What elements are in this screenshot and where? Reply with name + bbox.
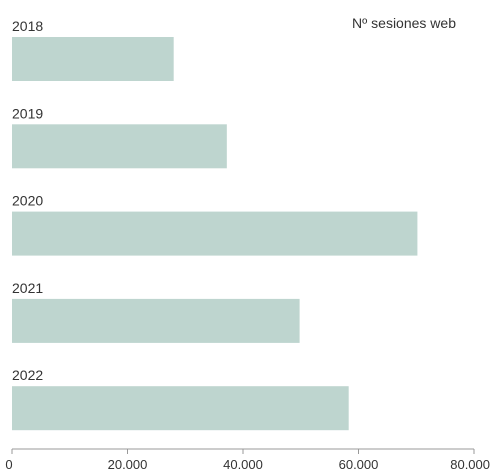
bars-group: 2018 2019 2020 2021 2022 (12, 18, 418, 431)
x-tick-label: 20.000 (108, 457, 148, 472)
bar-2022 (12, 386, 349, 431)
bar-2021 (12, 298, 300, 343)
category-label-2020: 2020 (12, 193, 43, 209)
x-tick-label: 0 (5, 457, 12, 472)
bar-2019 (12, 124, 227, 169)
bar-2018 (12, 37, 174, 81)
category-label-2018: 2018 (12, 18, 43, 34)
bar-2020 (12, 211, 418, 256)
category-label-2019: 2019 (12, 105, 43, 121)
x-tick-label: 40.000 (223, 457, 263, 472)
x-tick-label: 80.000 (450, 457, 490, 472)
category-label-2021: 2021 (12, 280, 43, 296)
x-axis: 0 20.000 40.000 60.000 80.000 (5, 448, 490, 472)
series-label: Nº sesiones web (352, 15, 456, 31)
x-tick-label: 60.000 (339, 457, 379, 472)
category-label-2022: 2022 (12, 367, 43, 383)
